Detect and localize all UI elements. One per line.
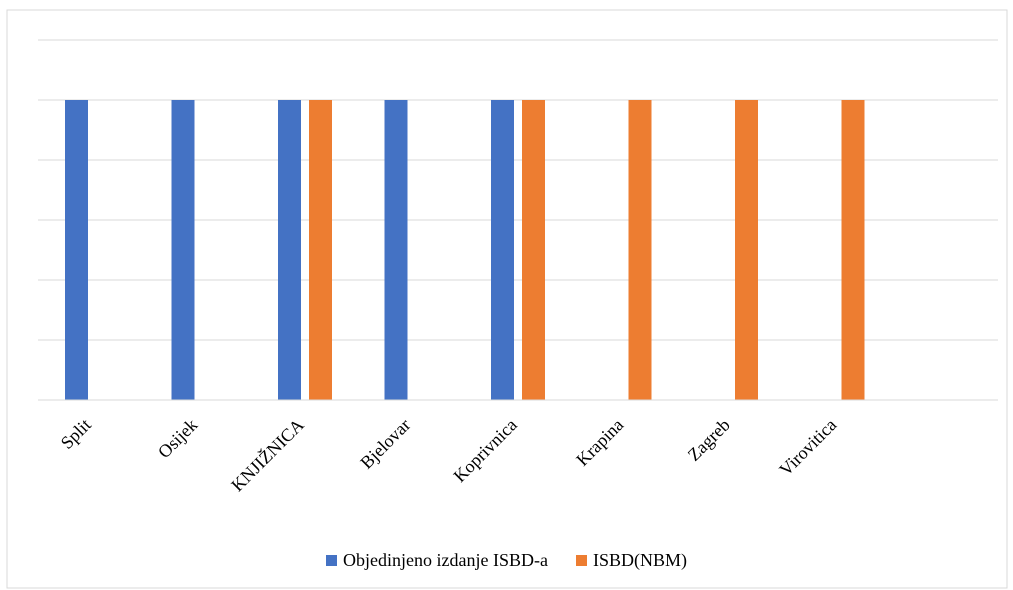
- gridlines: [38, 39, 998, 341]
- bar-series-2-knjižnica: [309, 100, 332, 400]
- bar-series-2-zagreb: [735, 100, 758, 400]
- legend-swatch-series-2: [575, 554, 587, 566]
- bar-series-1-split: [65, 100, 88, 400]
- legend-item-series-2: ISBD(NBM): [575, 549, 687, 571]
- bar-series-1-osijek: [171, 100, 195, 400]
- bar-series-2-krapina: [628, 100, 652, 400]
- legend-label-series-1: Objedinjeno izdanje ISBD-a: [343, 549, 548, 570]
- legend-item-series-1: Objedinjeno izdanje ISBD-a: [326, 550, 548, 571]
- bar-series-2-koprivnica: [522, 100, 545, 400]
- bar-series-1-knjižnica: [278, 100, 301, 400]
- bars: [65, 100, 865, 400]
- legend-label-series-2: ISBD(NBM): [592, 549, 687, 570]
- legend-swatch-series-1: [326, 554, 338, 566]
- bar-series-1-bjelovar: [384, 100, 408, 400]
- bar-series-2-virovitica: [841, 100, 865, 400]
- legend: Objedinjeno izdanje ISBD-a ISBD(NBM): [0, 548, 1013, 572]
- bar-series-1-koprivnica: [491, 100, 514, 400]
